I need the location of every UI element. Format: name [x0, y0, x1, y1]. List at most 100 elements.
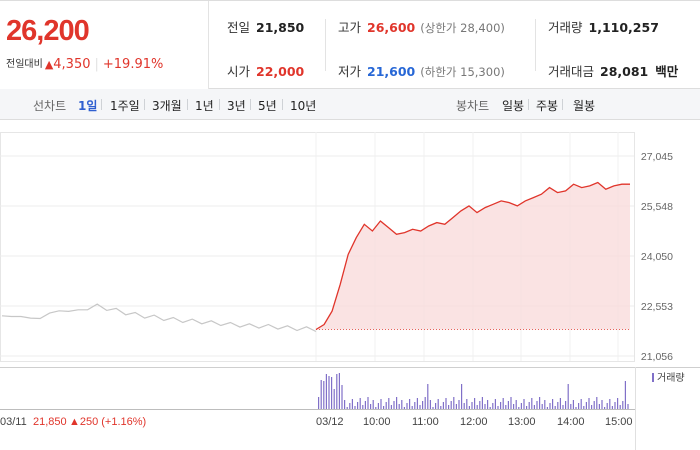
today-line: [315, 181, 630, 331]
volume-bar: [572, 400, 574, 409]
volume-bar: [513, 404, 515, 409]
candle-chart-label: 봉차트: [456, 99, 490, 113]
tab-period-10y[interactable]: 10년: [290, 99, 317, 113]
x-tick-label: 11:00: [412, 416, 439, 428]
volume-bar: [432, 407, 434, 409]
volume-bar: [385, 402, 387, 409]
volume-bar: [580, 399, 582, 409]
tab-candle-week[interactable]: 주봉: [536, 99, 559, 113]
prev-day-series: [1, 303, 317, 333]
volume-bar: [518, 407, 520, 409]
volume-bar: [403, 407, 405, 409]
volume-bar: [479, 401, 481, 409]
volume-bar: [536, 401, 538, 409]
tab-period-1d[interactable]: 1일: [78, 99, 98, 113]
tab-candle-month[interactable]: 월봉: [573, 99, 596, 113]
volume-bar: [359, 398, 361, 409]
volume-bar: [492, 403, 494, 409]
tab-period-5y[interactable]: 5년: [258, 99, 277, 113]
volume-bar: [567, 384, 569, 409]
volume-bar: [471, 402, 473, 409]
volume-bar: [604, 407, 606, 409]
volume-bar: [541, 404, 543, 409]
x-tick-label: 03/11: [0, 416, 27, 428]
y-tick-label: 27,045: [641, 151, 673, 163]
tab-candle-day[interactable]: 일봉: [502, 99, 525, 113]
volume-bar: [523, 399, 525, 409]
volume-bar: [453, 397, 455, 409]
volume-bar: [336, 374, 338, 409]
volume-bar: [593, 401, 595, 409]
volume-bar: [320, 380, 322, 409]
volume-bar: [489, 407, 491, 409]
volume-bar: [458, 400, 460, 409]
divider: |: [94, 57, 99, 72]
up-arrow-icon: ▲: [69, 416, 80, 428]
tab-period-1y[interactable]: 1년: [195, 99, 214, 113]
x-tick-label: 03/12: [316, 416, 344, 428]
volume-bar: [539, 397, 541, 409]
volume-bar: [424, 397, 426, 409]
today-area: [316, 182, 630, 330]
price-chart[interactable]: 27,045 25,548 24,050 22,553 21,056 거래량 03/11…: [0, 120, 700, 450]
volume-bar: [463, 403, 465, 409]
tab-period-3y[interactable]: 3년: [227, 99, 246, 113]
volume-bar: [531, 398, 533, 409]
volume-bar: [411, 406, 413, 409]
volume-bar: [422, 401, 424, 409]
volume-bar: [520, 403, 522, 409]
volume-bar: [510, 397, 512, 409]
stat-volume: 거래량 1,110,257: [548, 20, 659, 35]
volume-bar: [442, 402, 444, 409]
stat-amount: 거래대금 28,081 백만: [548, 64, 679, 79]
volume-bar: [445, 398, 447, 409]
today-series: [315, 181, 630, 331]
volume-bar: [559, 398, 561, 409]
volume-bar: [437, 399, 439, 409]
stats-grid: 전일 21,850 시가 22,000 고가 26,600 (상한가 28,400) 저…: [210, 1, 700, 89]
volume-bar: [484, 404, 486, 409]
volume-bar: [583, 406, 585, 409]
volume-bars: [318, 373, 629, 409]
divider: [528, 99, 529, 110]
volume-legend-swatch: [652, 373, 654, 382]
volume-bar: [468, 406, 470, 409]
volume-bar: [494, 399, 496, 409]
volume-bar: [570, 404, 572, 409]
stat-open: 시가 22,000: [227, 64, 305, 79]
volume-bar: [357, 402, 359, 409]
tab-period-1w[interactable]: 1주일: [110, 99, 140, 113]
y-axis: 27,045 25,548 24,050 22,553 21,056: [641, 151, 673, 363]
volume-bar: [427, 384, 429, 409]
volume-bar: [575, 407, 577, 409]
prev-day-change: ▲250 (+1.16%): [69, 416, 146, 428]
volume-bar: [487, 400, 489, 409]
volume-bar: [546, 407, 548, 409]
stat-prev-close: 전일 21,850: [227, 20, 305, 35]
volume-bar: [377, 403, 379, 409]
change-percent: +19.91%: [102, 57, 164, 72]
volume-bar: [401, 400, 403, 409]
volume-bar: [528, 402, 530, 409]
up-arrow-icon: ▲: [44, 58, 54, 71]
tab-period-3m[interactable]: 3개월: [152, 99, 182, 113]
volume-bar: [406, 403, 408, 409]
volume-bar: [318, 397, 320, 409]
chart-svg: 27,045 25,548 24,050 22,553 21,056 거래량 03/11…: [0, 132, 700, 450]
plot-frame: [0, 132, 635, 362]
volume-bar: [606, 403, 608, 409]
stat-high: 고가 26,600 (상한가 28,400): [338, 20, 505, 35]
volume-bar: [596, 397, 598, 409]
line-chart-label: 선차트: [33, 99, 67, 113]
volume-bar: [328, 376, 330, 409]
volume-bar: [416, 398, 418, 409]
volume-bar: [362, 405, 364, 409]
volume-bar: [419, 405, 421, 409]
volume-bar: [455, 404, 457, 409]
volume-bar: [333, 389, 335, 409]
change-label: 전일대비: [6, 59, 43, 70]
volume-bar: [380, 399, 382, 409]
volume-bar: [364, 401, 366, 409]
volume-bar: [466, 399, 468, 409]
volume-bar: [515, 400, 517, 409]
